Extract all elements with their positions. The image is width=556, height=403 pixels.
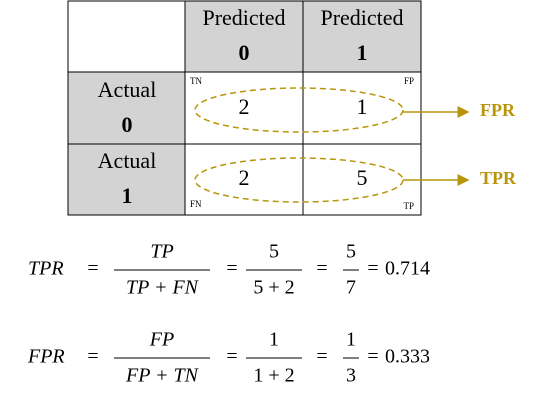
grid xyxy=(67,0,422,216)
row-header: Actual xyxy=(98,77,157,102)
numerator: FP xyxy=(149,329,174,351)
equals-sign: = xyxy=(87,258,98,280)
equals-sign: = xyxy=(367,346,378,368)
cell-tag: FN xyxy=(190,199,202,209)
equals-sign: = xyxy=(226,258,237,280)
col-header-value: 1 xyxy=(357,40,368,65)
cell-value: 5 xyxy=(357,165,368,190)
equation-result: 0.714 xyxy=(385,258,430,280)
row-header-value: 1 xyxy=(122,183,133,208)
denominator: 3 xyxy=(346,365,356,387)
equals-sign: = xyxy=(87,346,98,368)
col-header: Predicted xyxy=(202,5,285,30)
arrows xyxy=(403,106,470,186)
cell-tag: FP xyxy=(404,76,414,86)
row-header-value: 0 xyxy=(122,112,133,137)
equations: TPR = TP TP + FN = 5 5 + 2 = 5 7 = 0.714 FPR = FP FP + … xyxy=(27,241,430,387)
arrow-label: TPR xyxy=(480,168,517,188)
denominator: 1 + 2 xyxy=(253,365,294,387)
numerator: 1 xyxy=(269,329,279,351)
numerator: TP xyxy=(150,241,173,263)
denominator: 7 xyxy=(346,277,356,299)
col-header: Predicted xyxy=(320,5,403,30)
numerator: 1 xyxy=(346,329,356,351)
equation-lhs: TPR xyxy=(28,258,64,280)
arrow-label: FPR xyxy=(480,100,516,120)
equals-sign: = xyxy=(367,258,378,280)
equals-sign: = xyxy=(226,346,237,368)
numerator: 5 xyxy=(346,241,356,263)
cell-value: 2 xyxy=(239,94,250,119)
cell-tag: TN xyxy=(190,76,202,86)
equation-lhs: FPR xyxy=(27,346,65,368)
cell-value: 1 xyxy=(357,94,368,119)
denominator: TP + FN xyxy=(126,277,200,299)
denominator: 5 + 2 xyxy=(253,277,294,299)
equation-result: 0.333 xyxy=(385,346,430,368)
cell-value: 2 xyxy=(239,165,250,190)
cell-tag: TP xyxy=(403,201,414,211)
col-header-value: 0 xyxy=(239,40,250,65)
highlight-ovals xyxy=(194,87,404,203)
denominator: FP + TN xyxy=(125,365,200,387)
equals-sign: = xyxy=(316,346,327,368)
row-header: Actual xyxy=(98,148,157,173)
confusion-matrix: Predicted 0 Predicted 1 Actual 0 Actual … xyxy=(67,0,422,216)
numerator: 5 xyxy=(269,241,279,263)
equals-sign: = xyxy=(316,258,327,280)
